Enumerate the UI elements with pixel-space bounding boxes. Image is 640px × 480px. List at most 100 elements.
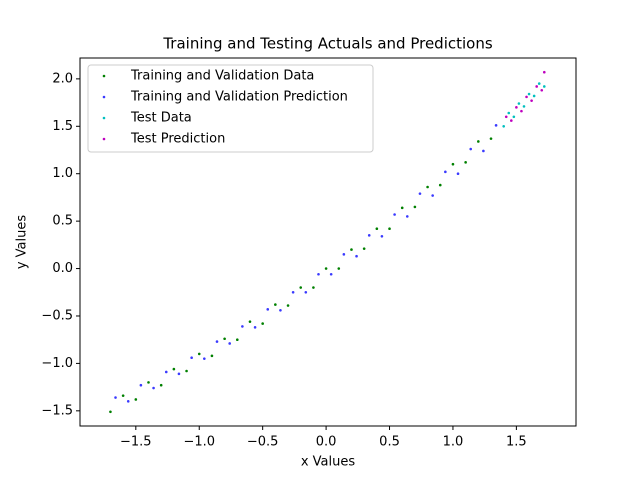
point [228,342,231,345]
point [337,267,341,270]
point [405,215,409,218]
point [504,115,508,119]
point [464,161,467,164]
point [494,124,498,127]
point [279,308,282,312]
point [451,162,455,166]
point [522,105,526,108]
point [510,119,513,122]
point [253,326,257,329]
point [291,290,295,294]
legend-label: Training and Validation Data [130,69,314,84]
legend-label: Test Prediction [130,132,225,147]
point [489,137,493,140]
point [114,396,117,399]
point [388,227,391,231]
chart-title: Training and Testing Actuals and Predict… [162,35,493,53]
point [380,235,384,238]
y-tick-label: 1.0 [52,166,73,181]
point [469,147,473,151]
x-tick-label: −0.5 [247,435,279,450]
point [438,183,442,187]
point [542,70,546,74]
point [367,234,371,237]
point [121,394,125,397]
point [299,286,303,289]
point [502,124,505,128]
point [355,254,358,258]
point [456,172,460,176]
y-tick-label: 0.5 [52,214,73,229]
legend-marker [102,116,106,120]
point [324,267,328,270]
point [203,357,206,360]
x-axis-label: x Values [301,455,356,470]
point [540,88,544,92]
point [223,337,226,341]
point [515,106,518,109]
point [342,253,346,256]
point [507,111,511,115]
x-tick-label: 0.5 [379,435,400,450]
point [477,140,480,143]
y-axis-label: y Values [15,215,30,270]
point [152,386,155,390]
y-tick-label: 2.0 [52,71,73,86]
y-tick-label: 0.0 [52,261,73,276]
point [525,95,528,99]
point [215,340,219,343]
plot-frame [79,57,577,427]
point [177,372,181,376]
x-tick-label: 1.5 [506,435,527,450]
point [537,82,541,85]
point [235,338,239,341]
point [139,383,143,387]
point [190,356,193,360]
point [317,272,320,276]
point [266,308,270,311]
x-tick-label: 0.0 [316,435,337,450]
point [126,400,130,403]
x-tick-label: −1.5 [120,435,152,450]
x-tick-label: −1.0 [183,435,215,450]
point [542,85,546,88]
point [418,192,422,195]
point [172,367,176,371]
point [210,354,214,358]
point [527,92,531,96]
point [375,227,379,231]
legend-box [87,64,374,153]
point [159,383,163,387]
point [535,85,538,88]
point [393,213,396,216]
y-tick-label: −1.0 [41,356,73,371]
x-tick-label: 1.0 [443,435,464,450]
legend-label: Training and Validation Prediction [130,90,348,105]
point [109,410,112,414]
y-tick-label: −0.5 [41,308,73,323]
point [261,322,264,325]
point [431,194,434,197]
y-tick-label: 1.5 [52,119,73,134]
legend-marker [102,74,106,78]
point [304,290,308,294]
point [147,381,150,384]
point [248,320,252,323]
point [164,370,168,374]
legend: Training and Validation Data Training and… [87,64,374,153]
point [517,102,521,105]
point [520,109,523,113]
point [362,247,366,250]
point [482,149,485,153]
legend-marker [102,95,106,99]
point [400,206,404,210]
point [185,369,188,373]
point [274,303,277,306]
point [134,398,138,401]
point [512,115,516,119]
point [532,94,536,98]
point [286,304,290,307]
point [197,352,201,356]
point [530,99,533,102]
